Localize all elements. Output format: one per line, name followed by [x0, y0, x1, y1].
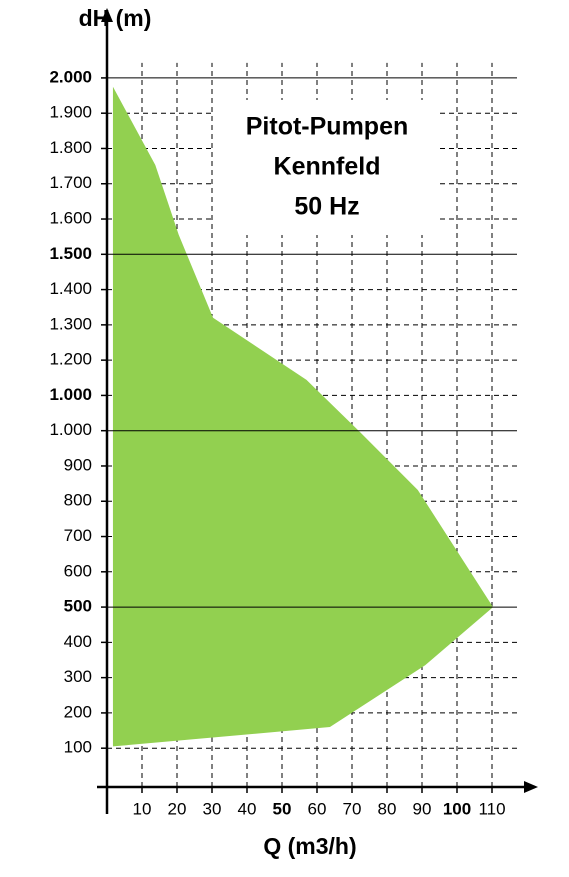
x-tick-label: 30: [203, 799, 222, 818]
y-tick-label: 900: [64, 455, 92, 474]
y-tick-label: 1.300: [49, 314, 92, 333]
y-tick-label: 2.000: [49, 67, 92, 86]
y-tick-label: 1.000: [49, 420, 92, 439]
x-tick-label: 70: [343, 799, 362, 818]
y-tick-label: 300: [64, 667, 92, 686]
y-tick-label: 1.400: [49, 279, 92, 298]
annotation-box: [215, 100, 440, 235]
x-tick-label: 40: [238, 799, 257, 818]
x-tick-label: 110: [478, 799, 505, 818]
y-tick-label: 1.900: [49, 103, 92, 122]
x-tick-label: 50: [273, 799, 292, 818]
y-tick-label: 1.700: [49, 173, 92, 192]
y-tick-label: 1.200: [49, 350, 92, 369]
area-layer: [112, 86, 494, 747]
y-axis-arrow: [101, 8, 113, 22]
x-tick-label: 100: [443, 799, 471, 818]
y-tick-label: 100: [64, 738, 92, 757]
y-tick-label: 700: [64, 526, 92, 545]
x-tick-label: 20: [168, 799, 187, 818]
y-tick-label: 1.600: [49, 209, 92, 228]
x-tick-label: 10: [133, 799, 152, 818]
y-tick-label: 600: [64, 561, 92, 580]
x-tick-label: 80: [378, 799, 397, 818]
annotation: Pitot-Pumpen: [246, 113, 409, 141]
x-axis-title: Q (m3/h): [263, 833, 356, 859]
y-tick-label: 1.500: [49, 244, 92, 263]
y-tick-label: 200: [64, 702, 92, 721]
x-axis-arrow: [524, 781, 538, 793]
annotation: 50 Hz: [294, 193, 359, 221]
x-tick-label: 90: [413, 799, 432, 818]
x-tick-label: 60: [308, 799, 327, 818]
y-tick-label: 400: [64, 632, 92, 651]
y-axis-title: dH (m): [79, 5, 152, 31]
overlay: 100 200 300 400 500 600 700 800 900 1.000 1.000 1.2…: [49, 67, 517, 818]
y-tick-label: 1.000: [49, 385, 92, 404]
annotation: Kennfeld: [274, 153, 381, 181]
y-tick-label: 500: [64, 597, 92, 616]
y-tick-label: 800: [64, 491, 92, 510]
y-tick-label: 1.800: [49, 138, 92, 157]
area: [112, 86, 494, 747]
